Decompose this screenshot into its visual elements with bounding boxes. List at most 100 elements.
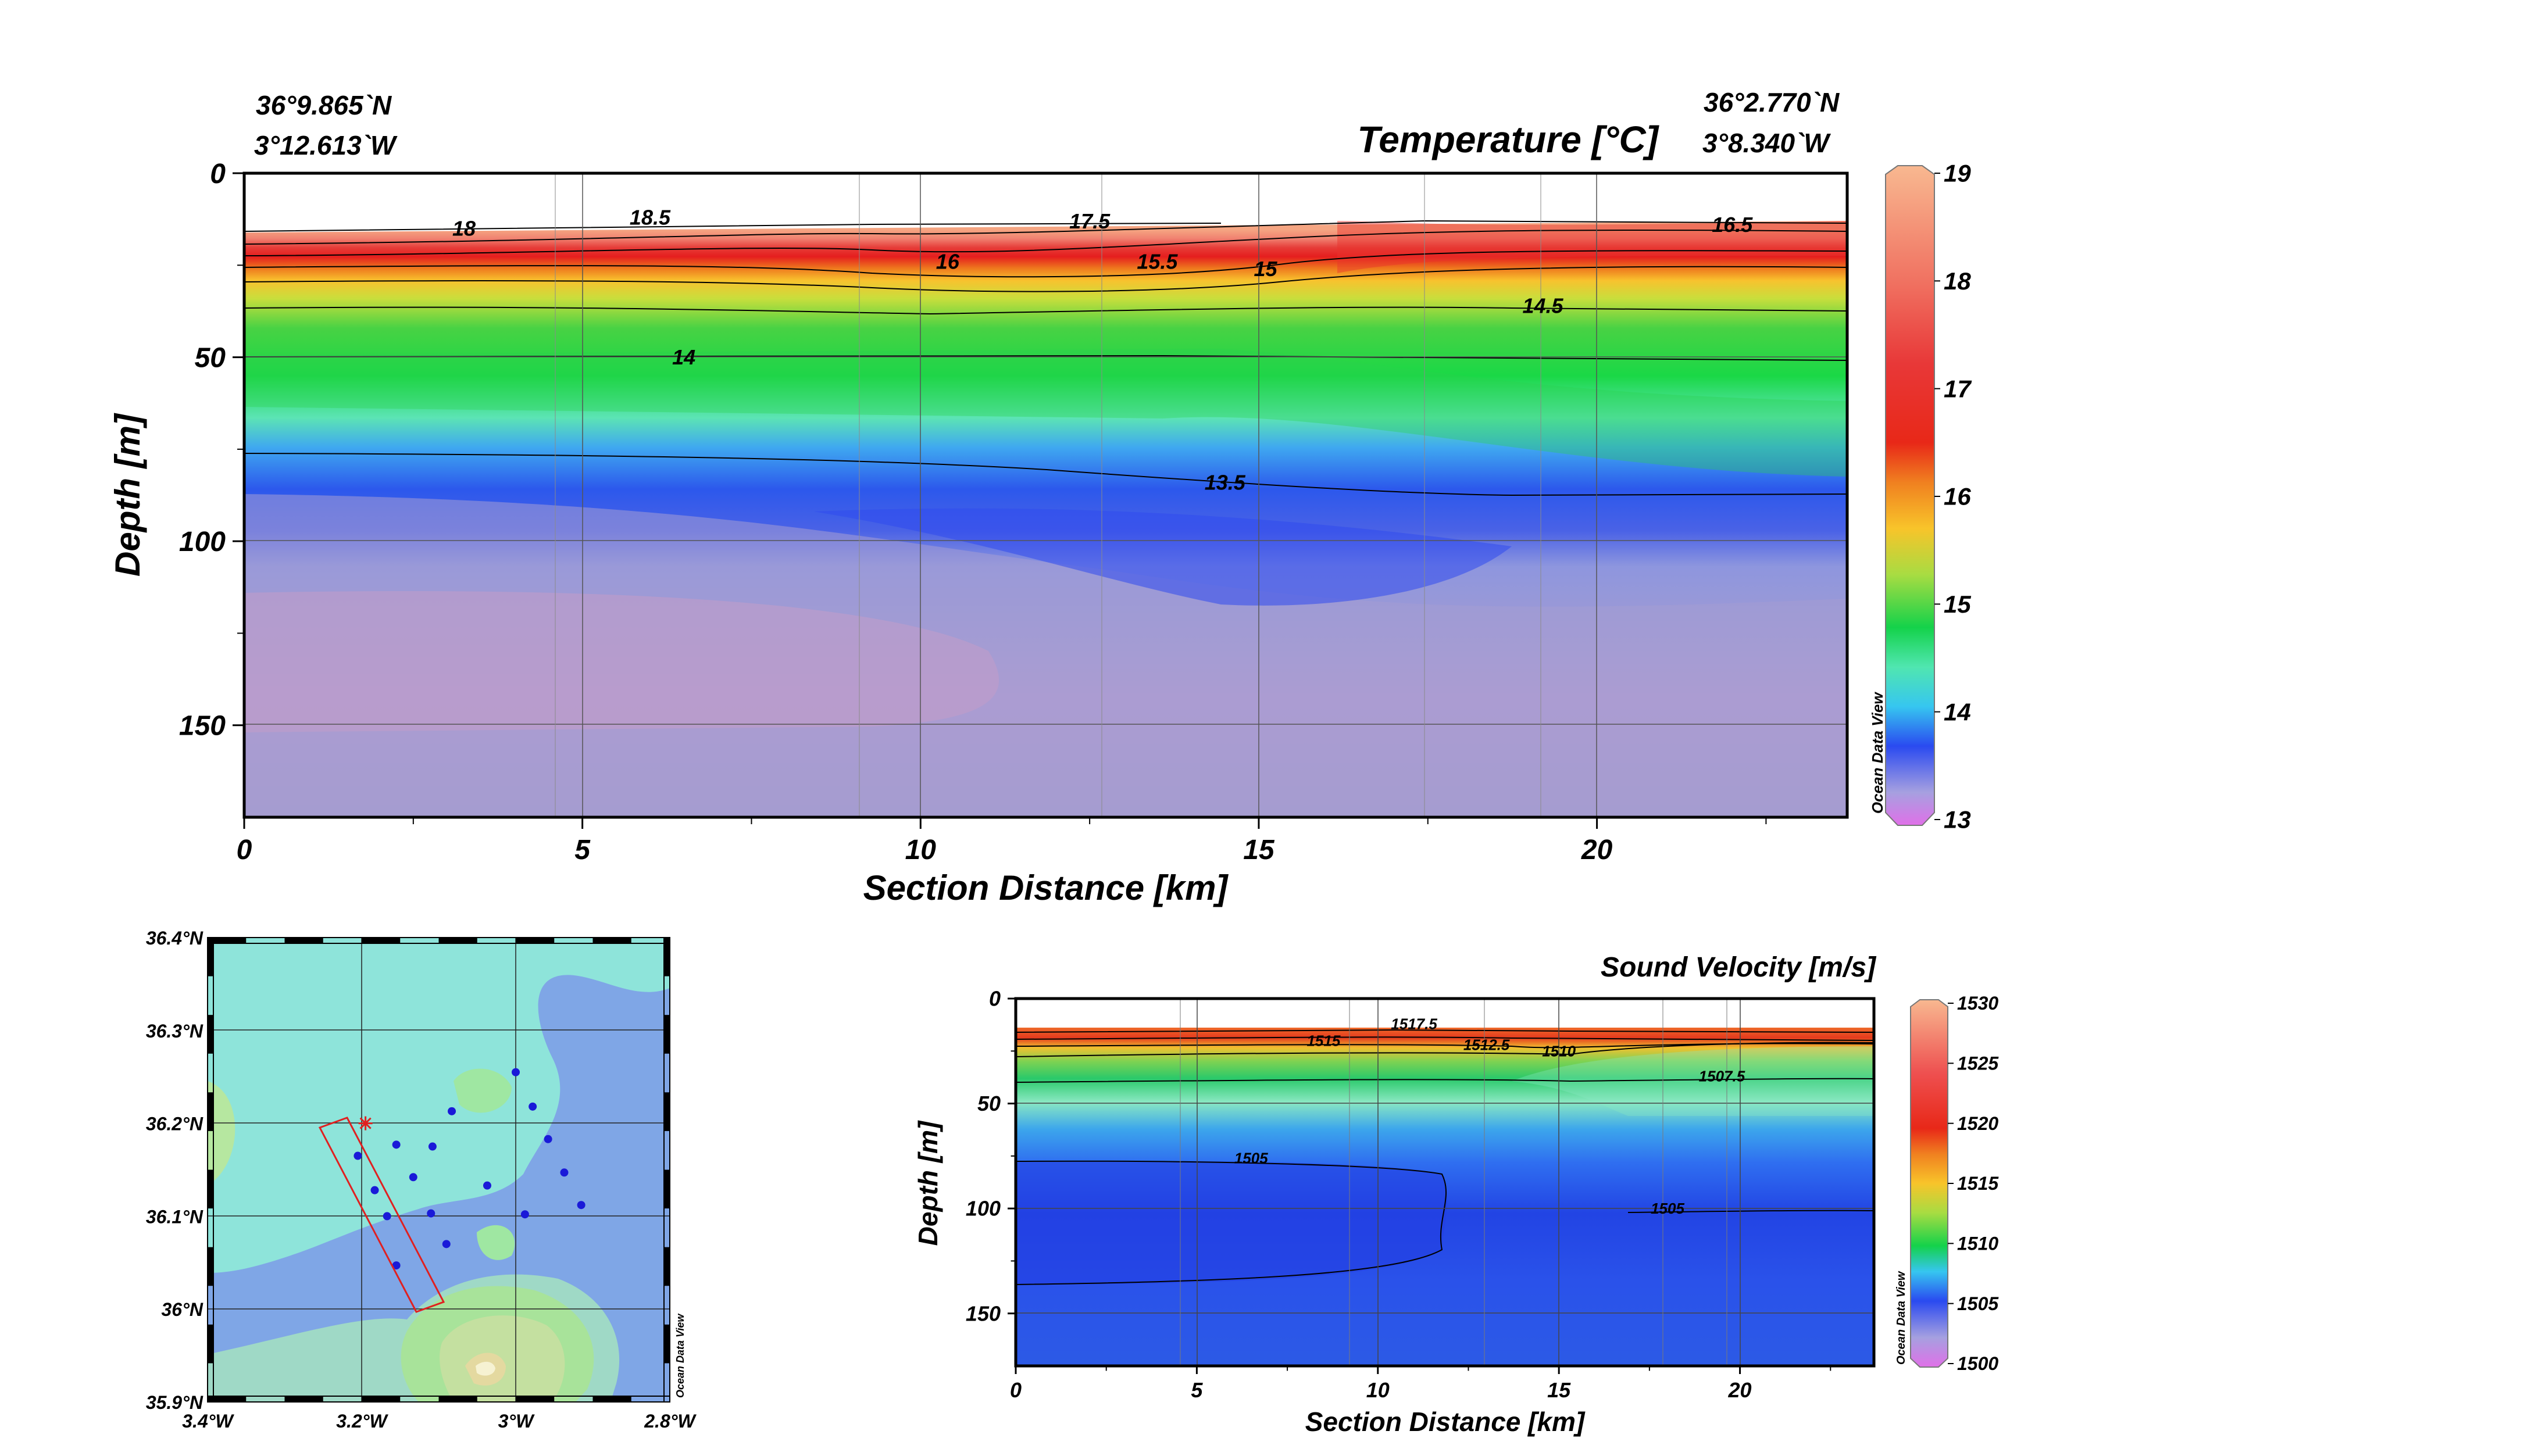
x-tick-label: 5 xyxy=(574,835,591,865)
temperature-frame xyxy=(242,171,1849,819)
map-scale-segment xyxy=(592,1396,631,1402)
station-map-panel: 3.4°W 3.2°W 3°W 2.8°W 36.4°N 36.3°N 36.2°N 36.1… xyxy=(146,928,697,1432)
colorbar-tick-label: 19 xyxy=(1944,160,1971,187)
station-dots xyxy=(354,1068,585,1270)
y-tick-label: 0 xyxy=(210,159,226,189)
y-tick-label: 100 xyxy=(966,1197,1001,1221)
sound-velocity-colorbar-ticks: 1500 1505 1510 1515 1520 1525 1530 xyxy=(1948,993,1999,1374)
map-x-tick-label: 2.8°W xyxy=(644,1411,697,1432)
station-point xyxy=(512,1068,520,1076)
map-scale-segment xyxy=(208,938,213,976)
sound-velocity-panel: Sound Velocity [m/s] xyxy=(913,952,1999,1437)
map-scale-segment xyxy=(664,1324,670,1364)
x-tick-label: 20 xyxy=(1581,835,1613,865)
sound-velocity-grid xyxy=(1016,999,1874,1366)
isoline-label: 18 xyxy=(452,217,476,241)
isoline-label: 16.5 xyxy=(1712,213,1753,237)
map-scale-segment xyxy=(438,938,477,943)
map-scale-segment xyxy=(208,1169,213,1209)
x-tick-label: 10 xyxy=(1366,1378,1390,1402)
station-point xyxy=(392,1140,401,1149)
colorbar-tick-label: 1505 xyxy=(1957,1293,1999,1314)
map-scale-segment xyxy=(208,1015,213,1054)
station-point xyxy=(354,1151,362,1160)
map-x-tick-label: 3.2°W xyxy=(336,1411,388,1432)
colorbar-tick-label: 18 xyxy=(1944,267,1971,295)
section-start-marker xyxy=(358,1116,373,1131)
station-point xyxy=(409,1173,417,1182)
map-scale-segment xyxy=(362,938,401,943)
colorbar-tick-label: 14 xyxy=(1944,698,1971,725)
sound-velocity-isoline-labels: 1517.5 1515 1512.5 1510 1507.5 1505 1505 xyxy=(1234,1015,1745,1217)
colorbar-tick-label: 15 xyxy=(1944,591,1971,618)
map-scale-segment xyxy=(664,1247,670,1286)
y-tick-label: 150 xyxy=(179,711,226,742)
x-tick-label: 15 xyxy=(1243,835,1275,865)
colorbar-tick-label: 1525 xyxy=(1957,1053,1999,1074)
temperature-end-lat: 36°2.770`N xyxy=(1704,87,1840,117)
y-tick-label: 150 xyxy=(966,1301,1001,1325)
station-point xyxy=(520,1210,529,1219)
map-scale-segment xyxy=(516,1396,555,1402)
map-scale-segment xyxy=(208,1092,213,1131)
station-point xyxy=(560,1168,569,1177)
map-y-tick-label: 36.3°N xyxy=(146,1021,203,1042)
map-scale-segment xyxy=(362,1396,401,1402)
x-tick-label: 10 xyxy=(905,835,937,865)
isoline-label: 17.5 xyxy=(1069,209,1111,233)
isoline-label: 18.5 xyxy=(630,206,671,230)
temperature-colorbar-ticks: 13 14 15 16 17 18 19 xyxy=(1934,160,1972,833)
map-scale-segment xyxy=(208,938,247,943)
station-map-watermark: Ocean Data View xyxy=(674,1314,686,1398)
isoline-label: 15 xyxy=(1254,257,1278,281)
isoline-label: 15.5 xyxy=(1137,250,1178,274)
map-scale-segment xyxy=(664,938,670,976)
map-x-tick-label: 3.4°W xyxy=(182,1411,234,1432)
map-scale-segment xyxy=(664,1015,670,1054)
isoline-label: 1512.5 xyxy=(1463,1036,1510,1054)
x-tick-label: 5 xyxy=(1191,1378,1203,1402)
y-tick-label: 100 xyxy=(179,527,226,557)
map-scale-segment xyxy=(664,1169,670,1209)
temperature-colorbar xyxy=(1885,165,1935,826)
station-point xyxy=(529,1102,537,1111)
map-scale-segment xyxy=(516,938,555,943)
sound-velocity-station-lines xyxy=(1180,999,1727,1366)
colorbar-tick-label: 16 xyxy=(1944,483,1971,510)
map-scale-segment xyxy=(664,1092,670,1131)
isoline-label: 16 xyxy=(936,250,960,274)
sound-velocity-title: Sound Velocity [m/s] xyxy=(1601,952,1877,983)
isoline-label: 1507.5 xyxy=(1699,1068,1745,1085)
map-scale-segment xyxy=(208,1247,213,1286)
colorbar-tick-label: 1510 xyxy=(1957,1233,1998,1254)
map-y-tick-label: 36.4°N xyxy=(146,928,203,949)
isoline-label: 1505 xyxy=(1651,1200,1684,1217)
map-scale-segment xyxy=(284,1396,323,1402)
sound-velocity-isolines xyxy=(1016,1029,1874,1285)
temperature-isoline-labels: 18 18.5 17.5 16.5 16 15.5 15 14.5 14 13.5 xyxy=(452,206,1753,495)
isoline-label: 1510 xyxy=(1542,1042,1576,1060)
isoline-label: 14 xyxy=(672,345,695,369)
colorbar-tick-label: 1530 xyxy=(1957,993,1998,1014)
temperature-end-lon: 3°8.340`W xyxy=(1702,128,1831,158)
temperature-field xyxy=(244,173,1847,817)
sound-velocity-axis-ticks: 0 5 10 15 20 0 50 100 150 xyxy=(966,987,1831,1402)
section-box xyxy=(318,1117,445,1313)
sound-velocity-field xyxy=(1016,999,1874,1366)
station-map-field xyxy=(208,938,670,1402)
x-tick-label: 0 xyxy=(237,835,252,865)
colorbar-tick-label: 13 xyxy=(1944,806,1971,833)
x-tick-label: 20 xyxy=(1728,1378,1752,1402)
x-tick-label: 15 xyxy=(1547,1378,1571,1402)
sound-velocity-y-label: Depth [m] xyxy=(913,1120,943,1246)
temperature-y-label: Depth [m] xyxy=(108,413,147,577)
station-point xyxy=(544,1135,552,1143)
temperature-grid xyxy=(244,173,1847,817)
colorbar-tick-label: 1515 xyxy=(1957,1173,1999,1194)
station-map-axis-ticks: 3.4°W 3.2°W 3°W 2.8°W 36.4°N 36.3°N 36.2°N 36.1… xyxy=(146,928,697,1432)
temperature-panel: 36°9.865`N 3°12.613`W 36°2.770`N 3°8.340… xyxy=(108,87,1972,907)
station-point xyxy=(428,1142,437,1151)
star-stroke xyxy=(359,1117,372,1129)
y-tick-label: 50 xyxy=(195,342,226,373)
